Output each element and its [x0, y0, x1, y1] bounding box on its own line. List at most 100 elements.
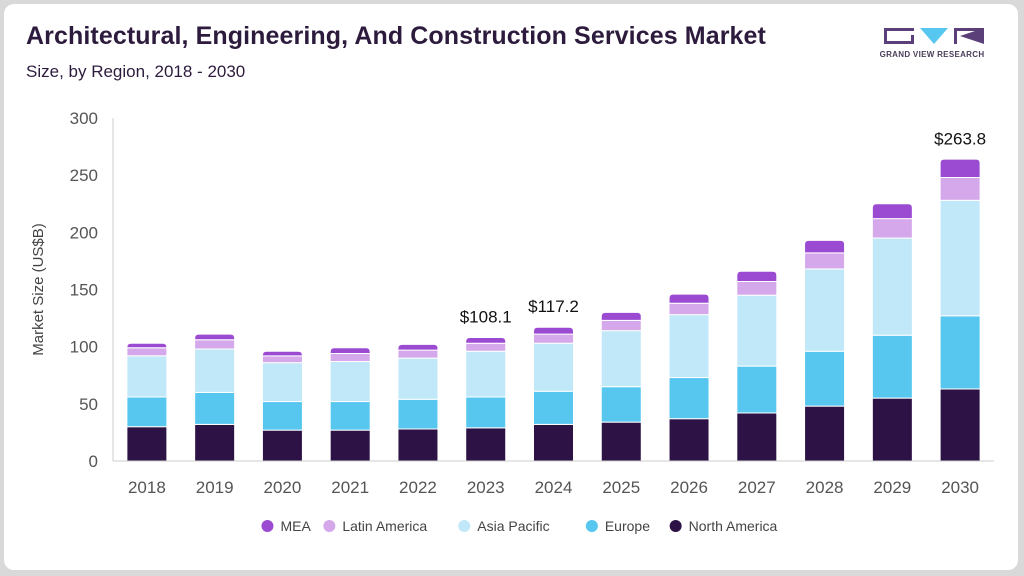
bar-stack-2021[interactable]	[329, 347, 371, 462]
x-tick-label: 2021	[331, 478, 369, 497]
bar-stack-2019[interactable]	[194, 333, 236, 462]
bar-segment-mea-2026[interactable]	[668, 293, 710, 304]
bar-segment-europe-2030[interactable]	[939, 315, 981, 390]
bar-stack-2030[interactable]	[939, 158, 981, 462]
bar-segment-asia-pacific-2027[interactable]	[736, 294, 778, 367]
bar-segment-asia-pacific-2024[interactable]	[533, 342, 574, 392]
bar-segment-mea-2025[interactable]	[600, 311, 642, 321]
bar-segment-latin-america-2025[interactable]	[600, 319, 642, 332]
bar-segment-mea-2021[interactable]	[329, 347, 371, 355]
bar-segment-europe-2019[interactable]	[194, 391, 236, 425]
bar-segment-north-america-2029[interactable]	[871, 397, 913, 462]
bar-segment-europe-2027[interactable]	[736, 365, 778, 414]
bar-segment-latin-america-2028[interactable]	[804, 252, 846, 270]
bar-segment-mea-2024[interactable]	[533, 326, 574, 335]
bar-segment-europe-2022[interactable]	[397, 398, 439, 430]
bar-segment-europe-2021[interactable]	[329, 401, 371, 431]
legend-item-europe[interactable]: Europe	[585, 518, 650, 534]
legend-item-north-america[interactable]: North America	[669, 518, 778, 534]
bar-segment-north-america-2019[interactable]	[194, 423, 236, 462]
bar-segment-europe-2023[interactable]	[465, 396, 507, 429]
bar-segment-europe-2018[interactable]	[126, 396, 168, 428]
bar-segment-asia-pacific-2028[interactable]	[804, 268, 846, 352]
bar-stack-2018[interactable]	[126, 342, 168, 462]
bar-segment-latin-america-2029[interactable]	[871, 218, 913, 239]
bar-segment-latin-america-2019[interactable]	[194, 339, 236, 350]
bar-segment-north-america-2020[interactable]	[261, 429, 303, 462]
bar-stack-2020[interactable]	[261, 350, 303, 462]
bar-segment-mea-2030[interactable]	[939, 158, 981, 178]
legend-label: MEA	[280, 518, 311, 534]
bar-segment-europe-2024[interactable]	[533, 390, 574, 425]
bar-segment-mea-2022[interactable]	[397, 343, 439, 351]
bar-segment-europe-2025[interactable]	[600, 386, 642, 423]
legend-item-mea[interactable]: MEA	[261, 518, 311, 534]
bar-segment-mea-2028[interactable]	[804, 239, 846, 254]
bar-stack-2027[interactable]	[736, 270, 778, 462]
bar-segment-asia-pacific-2018[interactable]	[126, 355, 168, 398]
x-tick-label: 2027	[738, 478, 776, 497]
bars-group	[126, 158, 981, 462]
bar-segment-latin-america-2024[interactable]	[533, 333, 574, 344]
bar-segment-europe-2029[interactable]	[871, 334, 913, 399]
bar-segment-north-america-2021[interactable]	[329, 429, 371, 462]
bar-segment-asia-pacific-2030[interactable]	[939, 199, 981, 317]
bar-segment-europe-2020[interactable]	[261, 401, 303, 431]
bar-segment-mea-2023[interactable]	[465, 337, 507, 344]
chart-card	[4, 4, 1018, 570]
legend-item-asia-pacific[interactable]: Asia Pacific	[458, 518, 550, 534]
bar-segment-north-america-2028[interactable]	[804, 405, 846, 462]
bar-segment-latin-america-2021[interactable]	[329, 353, 371, 363]
bar-stack-2024[interactable]	[533, 326, 574, 462]
bar-segment-latin-america-2018[interactable]	[126, 347, 168, 357]
bar-segment-latin-america-2027[interactable]	[736, 280, 778, 296]
x-tick-label: 2029	[873, 478, 911, 497]
bar-segment-north-america-2027[interactable]	[736, 412, 778, 462]
legend[interactable]: MEA Latin America Asia Pacific Europe North …	[261, 518, 778, 534]
bar-segment-latin-america-2026[interactable]	[668, 302, 710, 316]
data-label-2023: $108.1	[460, 307, 512, 326]
bar-segment-north-america-2022[interactable]	[397, 428, 439, 462]
bar-stack-2029[interactable]	[871, 203, 913, 462]
legend-label: Asia Pacific	[477, 518, 549, 534]
bar-segment-latin-america-2030[interactable]	[939, 176, 981, 201]
bar-segment-north-america-2026[interactable]	[668, 418, 710, 462]
x-tick-label: 2019	[196, 478, 234, 497]
y-axis-label: Market Size (US$B)	[30, 223, 47, 356]
bar-stack-2026[interactable]	[668, 293, 710, 462]
bar-segment-asia-pacific-2021[interactable]	[329, 361, 371, 403]
bar-segment-latin-america-2020[interactable]	[261, 355, 303, 364]
bar-segment-latin-america-2022[interactable]	[397, 349, 439, 359]
bar-stack-2022[interactable]	[397, 343, 439, 462]
bar-segment-north-america-2018[interactable]	[126, 426, 168, 462]
x-tick-label: 2030	[941, 478, 979, 497]
bar-stack-2028[interactable]	[804, 239, 846, 462]
bar-stack-2025[interactable]	[600, 311, 642, 462]
bar-segment-north-america-2025[interactable]	[600, 421, 642, 462]
bar-segment-europe-2028[interactable]	[804, 350, 846, 407]
bar-segment-north-america-2024[interactable]	[533, 423, 574, 462]
bar-segment-mea-2027[interactable]	[736, 270, 778, 282]
bar-segment-europe-2026[interactable]	[668, 377, 710, 420]
bar-segment-mea-2019[interactable]	[194, 333, 236, 341]
bar-segment-asia-pacific-2020[interactable]	[261, 362, 303, 403]
legend-item-latin-america[interactable]: Latin America	[323, 518, 427, 534]
bar-segment-mea-2020[interactable]	[261, 350, 303, 357]
bar-segment-asia-pacific-2019[interactable]	[194, 348, 236, 393]
x-tick-label: 2020	[264, 478, 302, 497]
bar-segment-mea-2018[interactable]	[126, 342, 168, 349]
y-tick-label: 50	[79, 395, 98, 414]
bar-segment-mea-2029[interactable]	[871, 203, 913, 220]
bar-segment-asia-pacific-2023[interactable]	[465, 350, 507, 398]
bar-segment-north-america-2030[interactable]	[939, 388, 981, 462]
bar-segment-asia-pacific-2029[interactable]	[871, 237, 913, 336]
bar-segment-north-america-2023[interactable]	[465, 427, 507, 462]
bar-stack-2023[interactable]	[465, 337, 507, 462]
x-tick-label: 2025	[602, 478, 640, 497]
x-tick-label: 2028	[806, 478, 844, 497]
bar-segment-asia-pacific-2025[interactable]	[600, 330, 642, 388]
bar-segment-asia-pacific-2026[interactable]	[668, 314, 710, 379]
bar-segment-latin-america-2023[interactable]	[465, 342, 507, 352]
bar-segment-asia-pacific-2022[interactable]	[397, 357, 439, 400]
legend-swatch	[585, 520, 598, 532]
